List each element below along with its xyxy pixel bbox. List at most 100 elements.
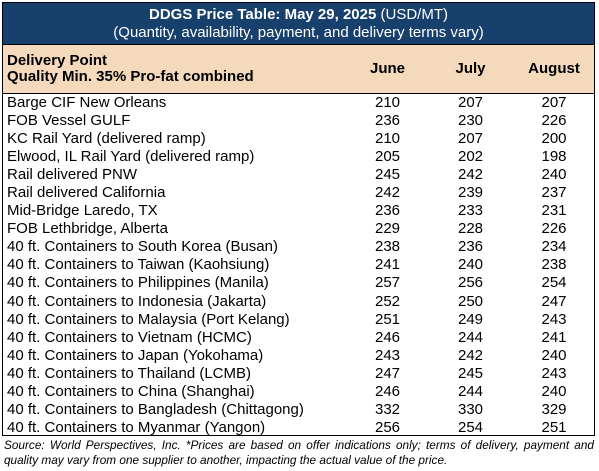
august-price-cell: 238 — [541, 256, 567, 274]
header-point-line2: Quality Min. 35% Pro-fat combined — [7, 67, 254, 85]
delivery-point-cell: 40 ft. Containers to Vietnam (HCMC) — [7, 328, 252, 346]
august-price-cell: 200 — [541, 129, 567, 147]
table-row: Barge CIF New Orleans 210 207 207 — [3, 93, 594, 111]
july-price-cell: 207 — [457, 93, 484, 111]
august-price-cell: 243 — [541, 310, 567, 328]
delivery-point-cell: 40 ft. Containers to Bangladesh (Chittag… — [7, 401, 304, 419]
table-row: 40 ft. Containers to Malaysia (Port Kela… — [3, 310, 594, 328]
table-row: 40 ft. Containers to Thailand (LCMB) 247 2… — [3, 364, 594, 382]
july-price-cell: 256 — [457, 274, 484, 292]
title-band: DDGS Price Table: May 29, 2025 (USD/MT) … — [3, 3, 594, 45]
august-price-cell: 198 — [541, 147, 567, 165]
delivery-point-cell: FOB Vessel GULF — [7, 111, 131, 129]
june-price-cell: 256 — [374, 419, 401, 436]
table-header: Delivery Point Quality Min. 35% Pro-fat … — [3, 45, 594, 94]
table-row: 40 ft. Containers to China (Shanghai) 246… — [3, 383, 594, 401]
table-row: FOB Lethbridge, Alberta 229 228 226 — [3, 220, 594, 238]
table-row: 40 ft. Containers to Bangladesh (Chittag… — [3, 401, 594, 419]
june-price-cell: 252 — [374, 292, 401, 310]
june-price-cell: 241 — [374, 256, 401, 274]
june-price-cell: 238 — [374, 238, 401, 256]
june-price-cell: 246 — [374, 383, 401, 401]
july-price-cell: 244 — [457, 328, 484, 346]
delivery-point-cell: 40 ft. Containers to Myanmar (Yangon) — [7, 419, 266, 436]
delivery-point-cell: 40 ft. Containers to Thailand (LCMB) — [7, 364, 252, 382]
header-delivery-point: Delivery Point Quality Min. 35% Pro-fat … — [3, 45, 346, 94]
june-price-cell: 229 — [374, 220, 401, 238]
august-price-cell: 243 — [541, 364, 567, 382]
july-price-cell: 207 — [457, 129, 484, 147]
header-month-july: July — [429, 45, 512, 94]
july-price-cell: 244 — [457, 383, 484, 401]
june-price-cell: 243 — [374, 346, 401, 364]
header-month-june: June — [346, 45, 429, 94]
table-title: DDGS Price Table: May 29, 2025 (USD/MT) — [3, 6, 594, 24]
july-price-cell: 233 — [457, 202, 484, 220]
delivery-point-cell: 40 ft. Containers to Philippines (Manila… — [7, 274, 269, 292]
june-price-cell: 257 — [374, 274, 401, 292]
july-price-cell: 240 — [457, 256, 484, 274]
august-price-cell: 251 — [541, 419, 567, 436]
table-title-unit: (USD/MT) — [380, 6, 449, 23]
august-price-cell: 241 — [541, 328, 567, 346]
delivery-point-cell: Rail delivered California — [7, 184, 166, 202]
august-price-cell: 247 — [541, 292, 567, 310]
july-price-cell: 245 — [457, 364, 484, 382]
header-month-august: August — [512, 45, 594, 94]
table-subtitle: (Quantity, availability, payment, and de… — [113, 24, 484, 41]
june-price-cell: 210 — [374, 129, 401, 147]
june-price-cell: 236 — [374, 111, 401, 129]
table-row: 40 ft. Containers to South Korea (Busan)… — [3, 238, 594, 256]
delivery-point-cell: Mid-Bridge Laredo, TX — [7, 202, 158, 220]
july-price-cell: 242 — [457, 165, 484, 183]
august-price-cell: 226 — [541, 220, 567, 238]
delivery-point-cell: Barge CIF New Orleans — [7, 93, 167, 111]
july-price-cell: 239 — [457, 184, 484, 202]
delivery-point-cell: FOB Lethbridge, Alberta — [7, 220, 168, 238]
table-row: Rail delivered PNW 245 242 240 — [3, 165, 594, 183]
june-price-cell: 332 — [374, 401, 401, 419]
july-price-cell: 202 — [457, 147, 484, 165]
july-price-cell: 330 — [457, 401, 484, 419]
table-row: 40 ft. Containers to Indonesia (Jakarta)… — [3, 292, 594, 310]
june-price-cell: 236 — [374, 202, 401, 220]
table-row: Mid-Bridge Laredo, TX 236 233 231 — [3, 202, 594, 220]
june-price-cell: 251 — [374, 310, 401, 328]
table-row: KC Rail Yard (delivered ramp) 210 207 200 — [3, 129, 594, 147]
delivery-point-cell: Rail delivered PNW — [7, 165, 138, 183]
delivery-point-cell: 40 ft. Containers to Malaysia (Port Kela… — [7, 310, 290, 328]
table-row: 40 ft. Containers to Philippines (Manila… — [3, 274, 594, 292]
july-price-cell: 250 — [457, 292, 484, 310]
table-row: 40 ft. Containers to Taiwan (Kaohsiung) 2… — [3, 256, 594, 274]
june-price-cell: 242 — [374, 184, 401, 202]
source-note: Source: World Perspectives, Inc. *Prices… — [4, 438, 594, 467]
august-price-cell: 240 — [541, 165, 567, 183]
august-price-cell: 254 — [541, 274, 567, 292]
august-price-cell: 237 — [541, 184, 567, 202]
july-price-cell: 254 — [457, 419, 484, 436]
june-price-cell: 246 — [374, 328, 401, 346]
delivery-point-cell: 40 ft. Containers to Taiwan (Kaohsiung) — [7, 256, 270, 274]
price-table-frame: DDGS Price Table: May 29, 2025 (USD/MT) … — [2, 2, 595, 436]
delivery-point-cell: 40 ft. Containers to South Korea (Busan) — [7, 238, 278, 256]
june-price-cell: 245 — [374, 165, 401, 183]
table-row: 40 ft. Containers to Vietnam (HCMC) 246 24… — [3, 328, 594, 346]
august-price-cell: 226 — [541, 111, 567, 129]
table-row: Elwood, IL Rail Yard (delivered ramp) 205… — [3, 147, 594, 165]
july-price-cell: 236 — [457, 238, 484, 256]
table-row: 40 ft. Containers to Japan (Yokohama) 243… — [3, 346, 594, 364]
june-price-cell: 210 — [374, 93, 401, 111]
header-point-line1: Delivery Point — [7, 51, 108, 69]
july-price-cell: 230 — [457, 111, 484, 129]
table-row: 40 ft. Containers to Myanmar (Yangon) 256… — [3, 419, 594, 436]
july-price-cell: 228 — [457, 220, 484, 238]
delivery-point-cell: 40 ft. Containers to China (Shanghai) — [7, 383, 255, 401]
august-price-cell: 240 — [541, 383, 567, 401]
august-price-cell: 234 — [541, 238, 567, 256]
table-title-text: DDGS Price Table: May 29, 2025 — [148, 6, 377, 23]
august-price-cell: 329 — [541, 401, 567, 419]
june-price-cell: 247 — [374, 364, 401, 382]
delivery-point-cell: KC Rail Yard (delivered ramp) — [7, 129, 206, 147]
delivery-point-cell: Elwood, IL Rail Yard (delivered ramp) — [7, 147, 255, 165]
table-row: Rail delivered California 242 239 237 — [3, 183, 594, 202]
